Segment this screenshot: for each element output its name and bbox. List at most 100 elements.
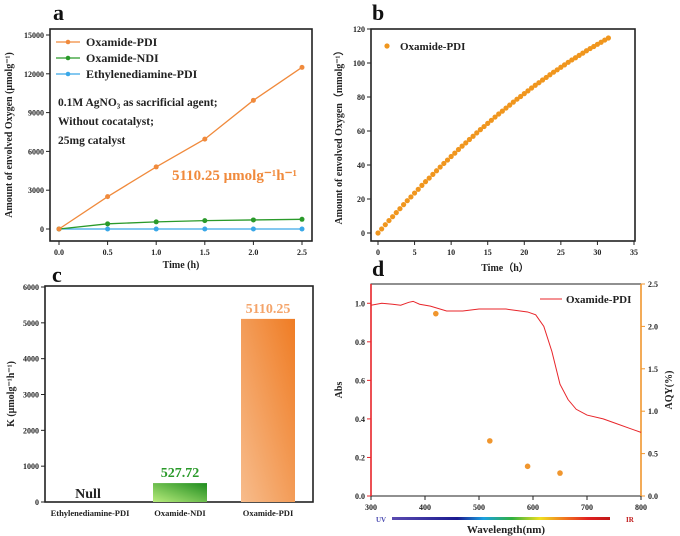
data-label: Null [75,487,101,502]
data-point [514,96,520,102]
data-label: 5110.25 [246,302,291,317]
y-tick-label: 4000 [23,355,39,364]
y-tick-label: 1000 [23,462,39,471]
y-axis-label: Amount of envolved Oxygen（mmolg⁻¹） [332,45,345,224]
annotation: Without cocatalyst; [58,116,154,128]
y-tick-label: 3000 [23,391,39,400]
data-point [474,130,480,136]
y-tick-label: 80 [357,93,365,102]
x-tick-label: 35 [630,248,638,257]
x-tick-label: Ethylenediamine-PDI [51,508,131,518]
data-point [379,226,385,232]
y-tick-label: 3000 [28,186,44,195]
legend-marker [65,39,71,45]
annotation: 0.1M AgNO₃ as sacrificial agent; [58,97,218,109]
rate-label: 5110.25 μmolg⁻¹h⁻¹ [172,168,297,184]
y-tick-label: 0.8 [355,338,365,347]
y-tick-label: 100 [353,59,365,68]
data-point [459,143,465,149]
legend-marker [384,43,390,49]
data-point [401,202,407,208]
data-point [411,190,418,196]
data-point [426,175,432,181]
data-point [507,102,513,108]
x-tick-label: Oxamide-NDI [154,508,206,518]
data-point [466,136,473,143]
data-point [503,105,509,111]
x-tick-label: 500 [473,503,485,512]
y-tick-label: 20 [357,195,365,204]
legend-label: Oxamide-PDI [566,294,631,306]
data-point [386,217,392,224]
panel-label-b: b [372,0,384,25]
data-point [397,206,403,212]
data-point [250,97,256,103]
y-tick-label: 6000 [23,283,39,292]
series-line-0 [58,66,303,230]
data-point [250,226,256,232]
aqy-point [524,463,531,470]
data-point [382,222,388,228]
x-axis-label: Time（h） [481,261,529,274]
data-point [463,140,469,146]
data-point [153,219,159,225]
data-point [390,214,396,220]
data-point [532,82,538,88]
spectrum-bar [392,517,610,520]
annotation: 25mg catalyst [58,135,126,147]
y-axis-label: K (μmolg⁻¹h⁻¹) [6,361,17,427]
data-point [153,226,159,232]
y-tick-label: 0 [361,229,365,238]
data-point [105,221,111,227]
y2-axis-label: AQY(%) [664,371,675,410]
data-point [202,136,208,142]
x-tick-label: 600 [527,503,539,512]
x-tick-label: 1.0 [151,248,161,257]
data-point [105,226,111,232]
y-tick-label: 0.0 [355,492,365,501]
data-point [250,217,256,223]
x-tick-label: 0.5 [103,248,113,257]
data-point [561,62,568,68]
series-line-1 [58,218,303,230]
y-tick-label: 40 [357,161,365,170]
y-tick-label: 5000 [23,319,39,328]
data-point [510,99,516,105]
data-point [485,120,491,126]
bar-oxamide-ndi [153,483,207,502]
x-axis-label: Time (h) [163,260,200,271]
y-tick-label: 0.5 [648,450,658,459]
y-tick-label: 2000 [23,426,39,435]
x-tick-label: 0 [376,248,380,257]
x-tick-label: 2.5 [297,248,307,257]
y-tick-label: 0.6 [355,376,365,385]
legend-label: Oxamide-NDI [86,51,159,65]
data-point [518,93,524,100]
data-point [554,67,560,73]
data-point [499,108,505,114]
data-point [441,160,447,167]
y-tick-label: 15000 [24,31,44,40]
data-point [415,186,421,192]
aqy-point [487,438,493,444]
data-point [430,171,436,177]
legend-marker [65,71,71,77]
x-tick-label: 15 [484,248,492,257]
legend-marker [65,55,71,61]
x-tick-label: 20 [520,248,528,257]
data-point [437,164,443,170]
data-point [422,179,429,185]
x-tick-label: 300 [365,503,377,512]
x-tick-label: 2.0 [248,248,258,257]
data-point [496,111,502,117]
abs-line [370,300,642,433]
legend-label: Oxamide-PDI [400,41,465,53]
x-tick-label: 700 [581,503,593,512]
legend-label: Ethylenediamine-PDI [86,67,198,81]
panel-label-c: c [52,262,62,287]
data-point [299,64,305,70]
panel-a-frame [49,28,313,242]
y-tick-label: 0 [35,498,39,507]
data-point [433,168,440,174]
